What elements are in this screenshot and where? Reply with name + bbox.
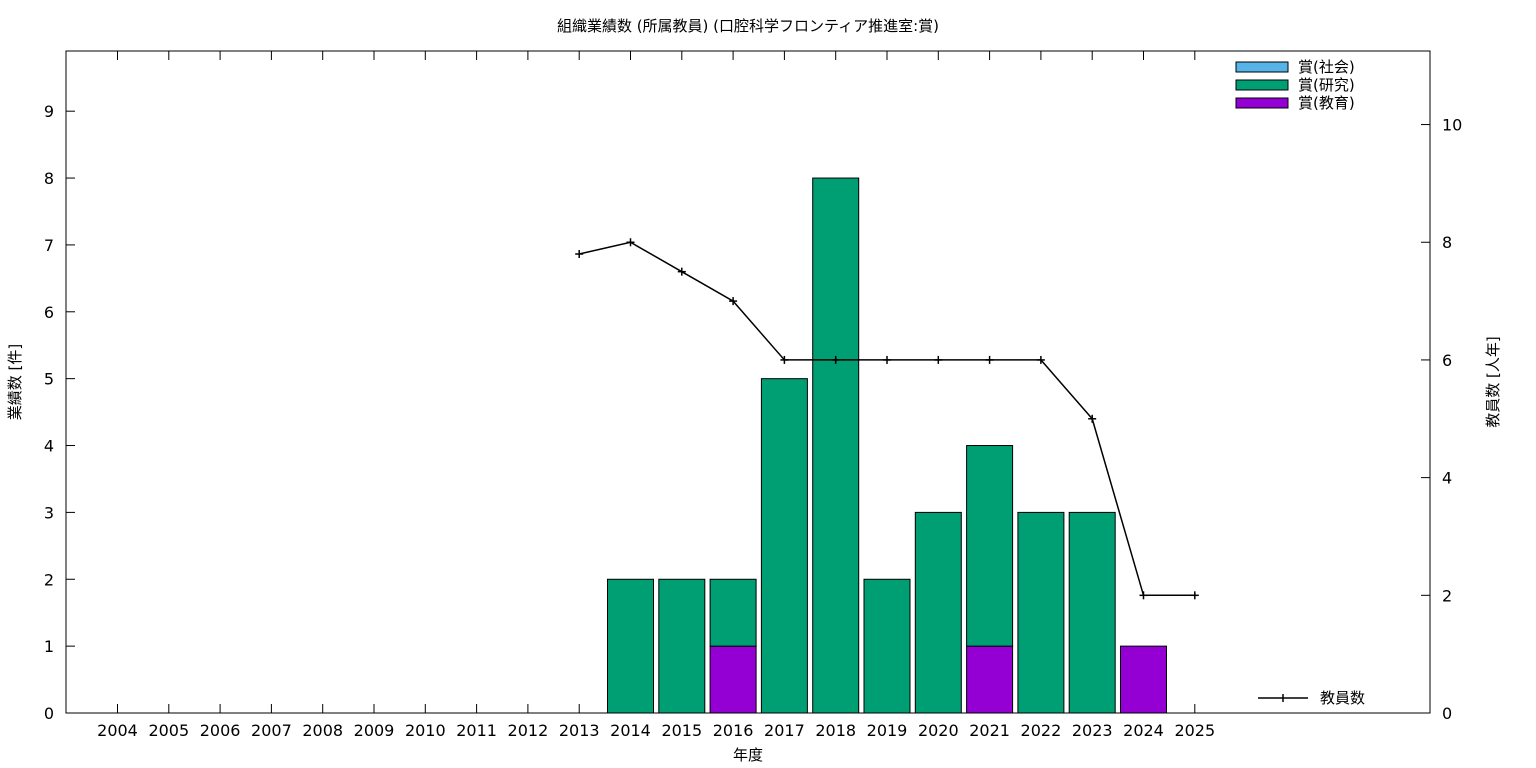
bar <box>1068 511 1116 714</box>
x-tick-label: 2015 <box>661 721 702 740</box>
x-tick-label: 2023 <box>1072 721 1113 740</box>
x-tick-label: 2007 <box>251 721 292 740</box>
x-tick-label: 2020 <box>918 721 959 740</box>
bar <box>966 645 1014 714</box>
bar <box>1017 511 1065 714</box>
legend-item: 賞(研究) <box>1235 76 1355 94</box>
bar <box>709 645 757 714</box>
line-point <box>626 238 635 247</box>
legend-item: 賞(社会) <box>1235 58 1355 76</box>
bar <box>658 578 706 714</box>
x-tick-label: 2012 <box>508 721 549 740</box>
x-tick-label: 2022 <box>1021 721 1062 740</box>
legend-line-label: 教員数 <box>1320 689 1365 707</box>
line-point <box>677 267 686 276</box>
bar <box>863 578 911 714</box>
y-tick-label: 4 <box>44 437 54 456</box>
y2-tick-label: 2 <box>1442 586 1452 605</box>
line-point <box>575 250 584 259</box>
line-point <box>1139 591 1148 600</box>
y2-tick-label: 8 <box>1442 233 1452 252</box>
y-tick-label: 3 <box>44 503 54 522</box>
x-tick-label: 2021 <box>969 721 1010 740</box>
legend-item: 賞(教育) <box>1235 94 1355 112</box>
y-tick-label: 7 <box>44 236 54 255</box>
tick-labels: 0 1 2 3 4 5 6 7 8 9 0 2 4 6 8 10 2004 2005 2006 2007 2008 200… <box>44 102 1463 740</box>
x-tick-label: 2010 <box>405 721 446 740</box>
y2-tick-label: 6 <box>1442 351 1452 370</box>
legend: 賞(社会)賞(研究)賞(教育) 教員数 <box>1235 58 1365 707</box>
chart-title: 組織業績数 (所属教員) (口腔科学フロンティア推進室:賞) <box>557 17 939 35</box>
x-tick-label: 2016 <box>713 721 754 740</box>
y-tick-label: 1 <box>44 637 54 656</box>
x-tick-label: 2004 <box>97 721 138 740</box>
staff-line <box>575 238 1199 600</box>
x-tick-label: 2019 <box>867 721 908 740</box>
bar <box>760 378 808 714</box>
y-axis-label: 業績数 [件] <box>6 344 24 420</box>
y2-tick-label: 4 <box>1442 469 1452 488</box>
legend-label: 賞(研究) <box>1298 76 1355 94</box>
line-point <box>729 297 738 306</box>
legend-item-line: 教員数 <box>1258 689 1365 707</box>
legend-swatch <box>1235 61 1289 73</box>
bar <box>966 445 1014 647</box>
line-point <box>934 355 943 364</box>
bars <box>607 177 1167 714</box>
line-point <box>780 355 789 364</box>
y-tick-label: 0 <box>44 704 54 723</box>
x-tick-label: 2008 <box>302 721 343 740</box>
x-tick-label: 2014 <box>610 721 651 740</box>
x-tick-label: 2005 <box>148 721 189 740</box>
bar <box>709 578 757 647</box>
bar <box>812 177 860 714</box>
x-tick-label: 2009 <box>354 721 395 740</box>
x-tick-label: 2011 <box>456 721 497 740</box>
legend-label: 賞(教育) <box>1298 94 1355 112</box>
line-point <box>1190 591 1199 600</box>
x-tick-label: 2006 <box>200 721 241 740</box>
line-point <box>883 355 891 364</box>
y-tick-label: 8 <box>44 169 54 188</box>
y2-tick-label: 10 <box>1442 116 1462 135</box>
line-point <box>1088 414 1097 423</box>
y2-tick-label: 0 <box>1442 704 1452 723</box>
line-point <box>985 355 994 364</box>
bar <box>1120 645 1167 714</box>
x-tick-label: 2017 <box>764 721 805 740</box>
x-tick-label: 2018 <box>815 721 856 740</box>
y-tick-label: 6 <box>44 303 54 322</box>
x-tick-label: 2025 <box>1174 721 1215 740</box>
bar <box>607 578 654 714</box>
y-tick-label: 9 <box>44 102 54 121</box>
x-axis-label: 年度 <box>733 746 763 764</box>
y-tick-label: 2 <box>44 570 54 589</box>
legend-swatch <box>1235 79 1289 91</box>
x-tick-label: 2013 <box>559 721 600 740</box>
x-tick-label: 2024 <box>1123 721 1164 740</box>
bar <box>914 511 962 714</box>
line-point <box>831 355 840 364</box>
line-point <box>1036 355 1045 364</box>
legend-label: 賞(社会) <box>1298 58 1355 76</box>
y2-axis-label: 教員数 [人年] <box>1484 336 1502 427</box>
legend-swatch <box>1235 97 1289 109</box>
y-tick-label: 5 <box>44 370 54 389</box>
